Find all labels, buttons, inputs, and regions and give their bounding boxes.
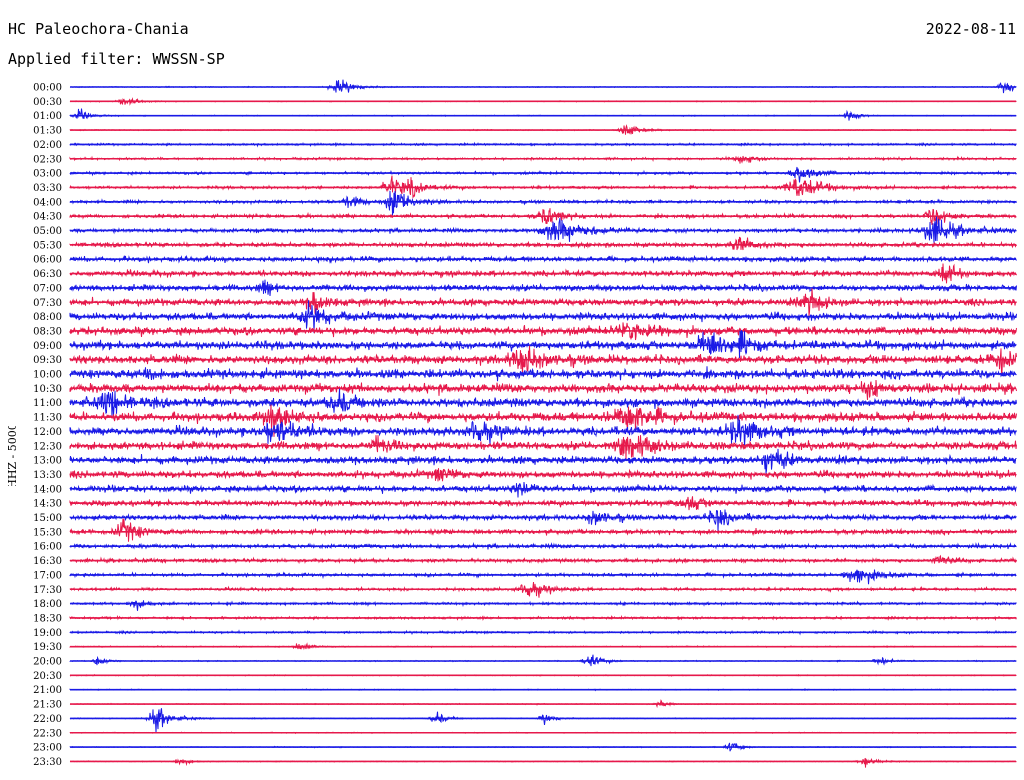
trace-0330 (69, 175, 1017, 200)
trace-1030 (69, 379, 1017, 400)
time-label: 15:00 (33, 513, 62, 524)
trace-1800 (69, 600, 1017, 611)
time-label: 23:00 (33, 743, 62, 754)
time-label: 18:00 (33, 599, 62, 610)
trace-1400 (69, 481, 1017, 498)
time-label: 09:00 (33, 341, 62, 352)
channel-label: HHZ - 5000 (3, 426, 21, 486)
time-label: 19:00 (33, 628, 62, 639)
time-label: 18:30 (33, 613, 62, 624)
time-label: 03:30 (33, 183, 62, 194)
time-label: 06:30 (33, 269, 62, 280)
time-label: 01:00 (33, 111, 62, 122)
time-label: 08:30 (33, 326, 62, 337)
time-label: 13:00 (33, 456, 62, 467)
trace-0900 (69, 330, 1017, 359)
time-label: 07:00 (33, 283, 62, 294)
time-label: 13:30 (33, 470, 62, 481)
time-label: 16:00 (33, 542, 62, 553)
time-label: 02:00 (33, 140, 62, 151)
time-label: 08:00 (33, 312, 62, 323)
time-label: 11:30 (33, 413, 62, 424)
time-label: 14:30 (33, 499, 62, 510)
time-label: 20:30 (33, 671, 62, 682)
time-label: 04:00 (33, 197, 62, 208)
time-label: 10:00 (33, 370, 62, 381)
trace-1700 (69, 569, 1017, 585)
trace-0230 (69, 155, 1017, 164)
time-label: 23:30 (33, 757, 62, 768)
trace-0500 (69, 216, 1017, 243)
trace-1500 (69, 509, 1017, 533)
time-label: 11:00 (33, 398, 62, 409)
time-label: 05:30 (33, 240, 62, 251)
time-label: 21:30 (33, 700, 62, 711)
trace-0100 (69, 108, 1017, 121)
time-label: 22:30 (33, 728, 62, 739)
time-label: 04:30 (33, 212, 62, 223)
trace-1130 (69, 404, 1017, 437)
time-label: 06:00 (33, 255, 62, 266)
channel-label-text: HHZ - 5000 (6, 426, 19, 486)
trace-2200 (69, 708, 1017, 733)
time-label: 17:30 (33, 585, 62, 596)
trace-0530 (69, 236, 1017, 251)
time-label: 14:00 (33, 484, 62, 495)
time-label: 09:30 (33, 355, 62, 366)
time-label: 16:30 (33, 556, 62, 567)
time-label: 07:30 (33, 298, 62, 309)
trace-2330 (69, 757, 1017, 768)
time-label: 00:00 (33, 83, 62, 94)
time-label: 10:30 (33, 384, 62, 395)
trace-1230 (69, 435, 1017, 460)
trace-1300 (69, 448, 1017, 474)
time-label: 03:00 (33, 169, 62, 180)
time-label: 22:00 (33, 714, 62, 725)
time-label: 20:00 (33, 657, 62, 668)
time-label: 12:00 (33, 427, 62, 438)
trace-1200 (69, 414, 1017, 447)
time-label: 21:00 (33, 685, 62, 696)
time-label: 17:00 (33, 570, 62, 581)
time-label: 12:30 (33, 441, 62, 452)
station-title: HC Paleochora-Chania (8, 20, 189, 38)
time-label: 02:30 (33, 154, 62, 165)
time-label: 00:30 (33, 97, 62, 108)
trace-1530 (69, 518, 1017, 542)
time-label: 01:30 (33, 126, 62, 137)
filter-label: Applied filter: WWSSN-SP (8, 50, 225, 68)
time-label: 19:30 (33, 642, 62, 653)
trace-0300 (69, 166, 1017, 183)
time-label: 05:00 (33, 226, 62, 237)
date-label: 2022-08-11 (925, 20, 1016, 38)
time-label: 15:30 (33, 527, 62, 538)
